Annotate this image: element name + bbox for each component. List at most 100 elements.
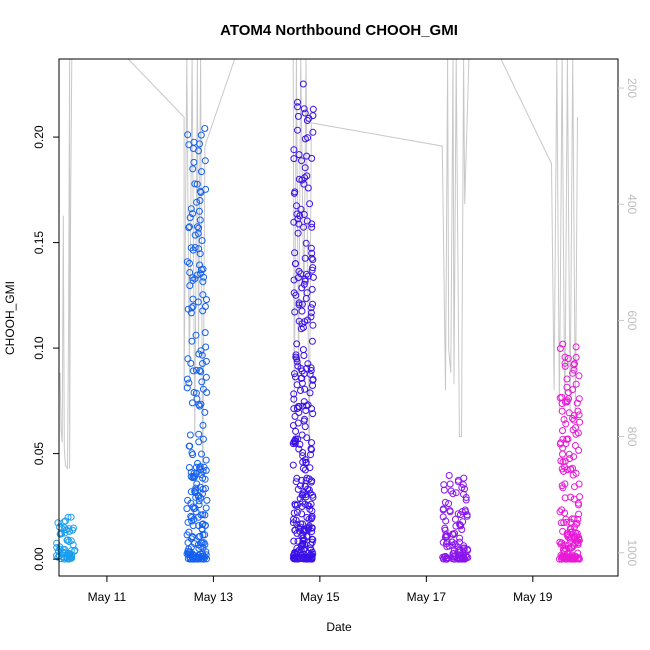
data-point — [290, 390, 298, 398]
data-point — [305, 523, 312, 531]
data-point — [295, 151, 303, 159]
data-point — [304, 184, 312, 192]
data-point — [301, 456, 309, 464]
data-point — [303, 172, 311, 180]
data-point — [308, 439, 315, 447]
plot-frame — [58, 58, 619, 577]
data-point — [559, 527, 567, 535]
data-point — [188, 304, 196, 312]
data-point — [557, 457, 565, 465]
data-point — [575, 480, 583, 488]
data-point — [290, 405, 298, 413]
data-point — [460, 490, 467, 498]
data-point — [456, 521, 464, 528]
data-point — [441, 526, 449, 534]
data-point — [569, 369, 577, 377]
data-point — [301, 174, 309, 182]
data-point — [293, 340, 301, 348]
data-point — [290, 146, 298, 154]
data-point — [289, 422, 297, 429]
data-point — [567, 493, 575, 501]
data-point — [441, 533, 449, 541]
data-point — [571, 360, 578, 368]
data-point — [306, 389, 314, 397]
data-point — [439, 505, 447, 513]
data-point — [185, 224, 193, 232]
data-point — [303, 152, 311, 160]
data-point — [297, 520, 305, 528]
data-point — [557, 551, 565, 559]
y-tick-label: 0.20 — [32, 125, 46, 149]
data-point — [203, 496, 211, 504]
data-point — [563, 529, 571, 537]
data-point — [557, 439, 565, 447]
data-point — [573, 399, 581, 407]
data-point — [196, 367, 204, 374]
data-point — [303, 533, 311, 541]
data-point — [448, 538, 456, 546]
data-point — [559, 427, 566, 435]
data-point — [184, 131, 192, 139]
data-point — [202, 466, 210, 474]
data-point — [563, 518, 570, 526]
data-point — [575, 372, 583, 380]
data-point — [290, 276, 298, 284]
data-point — [299, 534, 307, 542]
data-point — [201, 475, 209, 483]
data-point — [300, 211, 308, 218]
data-point — [298, 367, 306, 375]
data-point — [198, 237, 206, 244]
data-point — [576, 418, 584, 426]
series-1 — [53, 513, 79, 563]
data-point — [195, 401, 203, 409]
data-point — [294, 126, 301, 134]
data-point — [199, 291, 207, 299]
data-point — [292, 427, 300, 435]
data-point — [190, 158, 198, 166]
data-point — [295, 317, 303, 325]
data-point — [308, 220, 316, 228]
right-tick-label: 400 — [625, 194, 639, 214]
data-point — [202, 373, 210, 381]
data-point — [572, 353, 580, 361]
data-point — [307, 244, 315, 252]
data-point — [563, 555, 571, 563]
data-point — [197, 189, 205, 196]
data-point — [308, 285, 316, 293]
data-point — [199, 435, 207, 443]
data-point — [300, 180, 308, 188]
data-point — [189, 145, 197, 152]
data-point — [307, 555, 315, 562]
data-point — [187, 499, 195, 507]
data-point — [300, 352, 308, 359]
data-point — [305, 502, 313, 510]
data-point — [191, 180, 199, 188]
data-point — [196, 464, 203, 472]
data-point — [294, 229, 302, 237]
data-point — [572, 380, 580, 388]
data-point — [188, 533, 196, 541]
data-point — [196, 250, 204, 258]
data-point — [301, 385, 309, 393]
data-point — [196, 216, 204, 224]
data-point — [189, 367, 197, 375]
data-point — [301, 415, 308, 423]
data-point — [452, 522, 460, 530]
data-point — [292, 353, 300, 361]
data-point — [185, 379, 193, 387]
data-point — [189, 503, 197, 511]
x-tick-label: May 17 — [407, 590, 447, 604]
data-point — [572, 343, 580, 351]
data-point — [456, 538, 463, 546]
data-point — [195, 430, 203, 438]
data-point — [309, 493, 317, 501]
data-point — [56, 543, 64, 551]
data-point — [295, 267, 303, 275]
data-point — [574, 499, 582, 507]
data-point — [298, 300, 306, 308]
data-point — [298, 541, 305, 549]
data-point — [569, 426, 577, 434]
data-point — [298, 284, 306, 292]
data-point — [199, 360, 206, 367]
data-point — [570, 366, 578, 374]
